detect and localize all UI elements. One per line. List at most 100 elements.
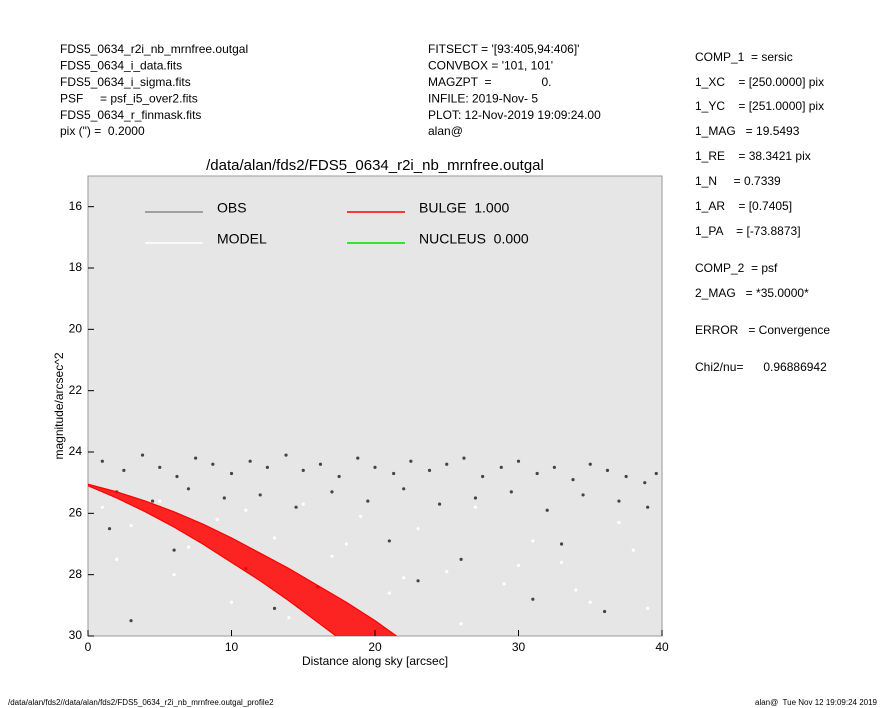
header-left-line: FDS5_0634_r_finmask.fits — [60, 108, 201, 122]
data-point — [301, 502, 305, 506]
data-point — [445, 570, 449, 574]
y-tick-label: 26 — [69, 506, 83, 520]
data-point — [150, 499, 155, 503]
legend-label: NUCLEUS 0.000 — [419, 231, 529, 247]
data-point — [574, 588, 578, 592]
data-point — [287, 616, 291, 620]
fit-parameter: 1_RE = 38.3421 pix — [695, 149, 811, 163]
y-axis-label: magnitude/arcsec^2 — [52, 352, 66, 459]
data-point — [473, 496, 478, 500]
data-point — [129, 619, 133, 623]
data-point — [186, 487, 191, 491]
data-point — [502, 582, 506, 586]
data-point — [294, 505, 298, 509]
bulge-lower-edge — [88, 485, 338, 636]
data-point — [559, 560, 564, 565]
data-point — [402, 487, 406, 491]
y-tick-label: 28 — [69, 567, 83, 581]
fit-parameter: Chi2/nu= 0.96886942 — [695, 360, 827, 374]
data-point — [272, 606, 277, 611]
y-tick-label: 16 — [69, 199, 83, 213]
data-point — [140, 453, 145, 457]
fit-parameter: COMP_1 = sersic — [695, 50, 793, 64]
data-point — [344, 542, 348, 546]
data-point — [172, 573, 176, 577]
y-tick-label: 24 — [69, 444, 83, 458]
data-point — [211, 462, 215, 466]
data-point — [531, 539, 535, 543]
marks — [88, 453, 658, 636]
data-point — [552, 465, 556, 469]
y-tick-label: 30 — [69, 628, 83, 642]
data-point — [330, 490, 334, 494]
data-point — [416, 579, 420, 583]
data-point — [337, 474, 341, 479]
data-point — [654, 471, 658, 476]
data-point — [499, 465, 503, 469]
header-middle-line: alan@ — [428, 124, 463, 138]
header-middle-line: INFILE: 2019-Nov- 5 — [428, 91, 538, 105]
y-tick-label: 18 — [69, 260, 83, 274]
header-left-line: FDS5_0634_i_data.fits — [60, 59, 182, 73]
data-point — [392, 471, 396, 476]
data-point — [175, 474, 179, 479]
header-left-line: pix (") = 0.2000 — [60, 124, 145, 138]
x-tick-label: 20 — [368, 640, 382, 654]
data-point — [284, 453, 288, 457]
plot-area — [87, 175, 663, 637]
fit-parameter: ERROR = Convergence — [695, 323, 830, 337]
legend-label: MODEL — [217, 231, 267, 247]
x-tick-label: 10 — [225, 640, 239, 654]
data-point — [373, 465, 377, 469]
data-point — [459, 622, 463, 626]
data-point — [172, 548, 176, 552]
data-point — [516, 563, 521, 568]
data-point — [402, 576, 406, 580]
data-point — [100, 459, 104, 463]
data-point — [571, 478, 575, 482]
data-point — [115, 557, 119, 561]
data-point — [229, 600, 234, 604]
chart-title: /data/alan/fds2/FDS5_0634_r2i_nb_mrnfree… — [206, 157, 544, 174]
bulge-upper-edge — [88, 483, 397, 636]
fit-parameter: COMP_2 = psf — [695, 261, 778, 275]
data-point — [272, 536, 277, 540]
data-point — [646, 505, 650, 509]
data-point — [387, 539, 391, 543]
data-point — [265, 465, 269, 469]
x-tick-label: 30 — [512, 640, 526, 654]
data-point — [643, 481, 647, 485]
footer-right: alan@ Tue Nov 12 19:09:24 2019 — [755, 698, 878, 707]
data-point — [624, 474, 628, 479]
data-point — [356, 456, 360, 460]
y-tick-label: 20 — [69, 322, 83, 336]
data-point — [559, 542, 564, 546]
data-point — [588, 600, 592, 604]
fit-parameter: 2_MAG = *35.0000* — [695, 286, 809, 300]
fit-parameter: 1_PA = [-73.8873] — [695, 224, 801, 238]
data-point — [409, 459, 413, 463]
data-point — [215, 517, 219, 522]
data-point — [194, 456, 198, 460]
data-point — [581, 493, 585, 497]
data-point — [473, 505, 478, 509]
data-point — [301, 468, 305, 472]
fit-parameter: 1_XC = [250.0000] pix — [695, 75, 824, 89]
data-point — [359, 514, 363, 519]
data-point — [605, 468, 610, 472]
fit-parameter: 1_YC = [251.0000] pix — [695, 99, 824, 113]
fit-parameter: 1_AR = [0.7405] — [695, 199, 792, 213]
data-point — [437, 502, 442, 506]
data-point — [186, 545, 191, 549]
header-middle-line: CONVBOX = '101, 101' — [428, 59, 553, 73]
data-point — [222, 496, 226, 500]
data-point — [646, 606, 650, 611]
header-middle-line: PLOT: 12-Nov-2019 19:09:24.00 — [428, 108, 601, 122]
data-point — [366, 499, 370, 503]
data-point — [100, 505, 104, 509]
data-point — [416, 527, 420, 531]
fit-parameter: 1_MAG = 19.5493 — [695, 124, 800, 138]
data-point — [509, 490, 513, 494]
y-tick-label: 22 — [69, 383, 83, 397]
data-point — [229, 471, 234, 476]
